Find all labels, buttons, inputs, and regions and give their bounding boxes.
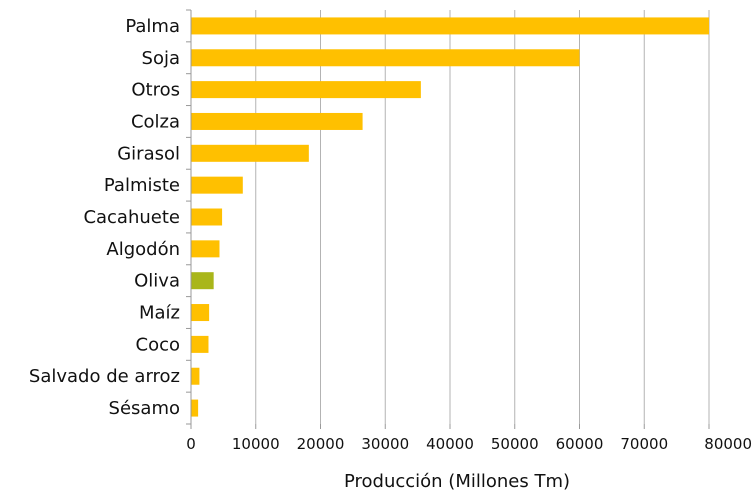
- category-label: Cacahuete: [83, 207, 180, 228]
- grid-lines: [186, 9, 710, 429]
- x-tick-label: 0: [186, 435, 196, 453]
- x-tick-label: 50000: [491, 435, 539, 453]
- category-labels: Palma Soja Otros Colza Girasol Palmiste Cacahu…: [29, 16, 180, 419]
- category-label: Salvado de arroz: [29, 366, 180, 387]
- category-label: Palmiste: [104, 175, 180, 196]
- bar-soja: [191, 49, 580, 67]
- x-tick-label: 40000: [426, 435, 474, 453]
- bar-colza: [191, 112, 363, 130]
- bar-palma: [191, 17, 709, 35]
- category-label: Oliva: [134, 271, 180, 292]
- category-label: Coco: [136, 334, 181, 355]
- bar-maíz: [191, 304, 210, 322]
- x-tick-label: 10000: [232, 435, 280, 453]
- bar-sésamo: [191, 399, 199, 417]
- bar-palmiste: [191, 176, 243, 194]
- bar-oliva: [191, 272, 214, 290]
- bar-salvado-de-arroz: [191, 367, 200, 385]
- category-label: Otros: [131, 80, 180, 101]
- bars-group: [191, 17, 709, 417]
- x-tick-label: 60000: [556, 435, 604, 453]
- category-label: Colza: [131, 111, 180, 132]
- category-label: Girasol: [117, 143, 180, 164]
- bar-girasol: [191, 144, 309, 162]
- category-label: Palma: [125, 16, 180, 37]
- x-tick-label: 20000: [297, 435, 345, 453]
- category-label: Sésamo: [109, 398, 180, 419]
- category-label: Maíz: [139, 303, 180, 324]
- x-tick-label: 30000: [361, 435, 409, 453]
- bar-cacahuete: [191, 208, 223, 226]
- x-tick-label: 80000: [704, 435, 752, 453]
- x-tick-label: 70000: [620, 435, 668, 453]
- bar-otros: [191, 81, 421, 99]
- x-tick-labels: 0 10000 20000 30000 40000 50000 60000 70000 8000…: [186, 435, 752, 453]
- x-axis-title: Producción (Millones Tm): [344, 471, 570, 492]
- category-label: Algodón: [106, 239, 180, 260]
- bar-coco: [191, 335, 209, 353]
- bar-algodón: [191, 240, 220, 258]
- category-label: Soja: [142, 48, 180, 69]
